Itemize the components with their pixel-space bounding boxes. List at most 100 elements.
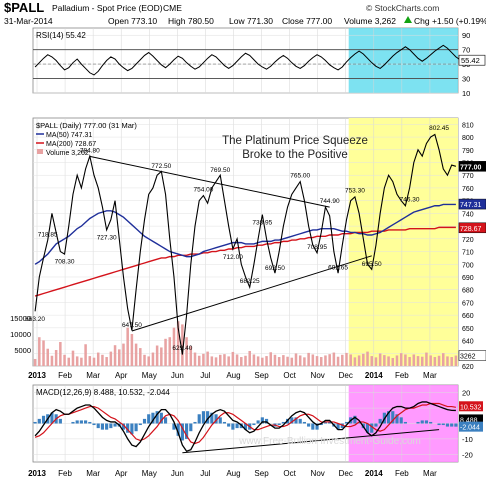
volume-bar xyxy=(399,353,403,366)
rsi-y-tick-label: 10 xyxy=(462,89,470,98)
volume-bar xyxy=(223,354,226,366)
chart-date: 31-Mar-2014 xyxy=(4,16,53,26)
price-line xyxy=(34,133,457,355)
macd-histogram-bar xyxy=(130,423,134,435)
volume-bar xyxy=(151,352,155,366)
price-x-tick-label: Mar xyxy=(423,371,437,380)
macd-histogram-bar xyxy=(58,418,62,424)
volume-bar xyxy=(109,351,113,366)
macd-legend: MACD(12,26,9) 8.488, 10.532, -2.044 xyxy=(36,388,170,397)
macd-histogram-bar xyxy=(243,423,248,430)
volume-bar xyxy=(118,349,121,366)
volume-bar xyxy=(88,356,92,366)
macd-histogram-bar xyxy=(222,421,227,424)
volume-bar xyxy=(63,354,66,366)
price-y-tick-label: 790 xyxy=(462,148,474,155)
macd-histogram-bar xyxy=(336,423,340,430)
price-x-tick-label: Nov xyxy=(311,371,325,380)
volume-y-tick-label: 15000 xyxy=(10,314,31,323)
macd-x-tick-label: Feb xyxy=(58,469,72,478)
ohlc-change: Chg +1.50 (+0.19%) xyxy=(414,16,486,26)
volume-bar xyxy=(366,351,369,366)
price-x-tick-label: 2014 xyxy=(365,371,383,380)
volume-bar xyxy=(420,356,424,366)
volume-bar xyxy=(147,356,150,366)
macd-histogram-bar xyxy=(252,423,256,426)
macd-histogram-bar xyxy=(399,417,403,424)
macd-axis-badge-label: -2.044 xyxy=(460,425,480,432)
volume-bar xyxy=(328,354,331,366)
price-x-tick-label: Oct xyxy=(283,371,296,380)
macd-histogram-bar xyxy=(311,423,315,430)
macd-histogram-bar xyxy=(71,421,75,424)
volume-bar xyxy=(54,350,58,366)
headline-line1: The Platinum Price Squeeze xyxy=(222,135,368,147)
volume-bar xyxy=(357,355,361,366)
price-y-tick-label: 800 xyxy=(462,135,474,142)
macd-line xyxy=(34,401,456,453)
macd-histogram-bar xyxy=(403,421,407,424)
triangle-up-icon xyxy=(404,16,412,23)
volume-bar xyxy=(277,357,281,366)
volume-bar xyxy=(92,357,96,366)
macd-histogram-bar xyxy=(105,423,109,430)
volume-bar xyxy=(315,356,319,366)
macd-histogram-bar xyxy=(445,423,450,427)
volume-bar xyxy=(324,355,327,366)
macd-histogram-bar xyxy=(298,418,302,424)
lower-trendline xyxy=(131,255,372,332)
price-point-label: 802.45 xyxy=(429,125,449,132)
macd-histogram-bar xyxy=(121,423,126,430)
price-axis-badge-label: 3262 xyxy=(460,354,476,361)
macd-histogram-bar xyxy=(189,423,193,432)
macd-histogram-bar xyxy=(416,421,420,424)
ohlc-low: Low 771.30 xyxy=(229,16,273,26)
price-legend-symbol: $PALL (Daily) 777.00 (31 Mar) xyxy=(36,121,137,130)
rsi-legend: RSI(14) 55.42 xyxy=(36,31,86,40)
volume-bar xyxy=(240,357,243,366)
macd-histogram-bar xyxy=(340,423,344,429)
macd-histogram-bar xyxy=(227,423,231,427)
volume-bar xyxy=(433,357,437,366)
volume-bar xyxy=(294,353,298,366)
upper-trendline xyxy=(89,155,330,208)
ohlc-high: High 780.50 xyxy=(168,16,214,26)
macd-histogram-bar xyxy=(386,411,391,424)
price-point-label: 727.30 xyxy=(97,235,117,242)
price-axis-badge-label: 777.00 xyxy=(460,164,482,171)
volume-bar xyxy=(256,356,260,366)
volume-bar xyxy=(122,343,125,366)
volume-bar xyxy=(50,355,54,366)
volume-bar xyxy=(67,357,71,366)
volume-bar xyxy=(189,346,193,366)
volume-bar xyxy=(282,355,285,366)
price-y-tick-label: 650 xyxy=(462,326,474,333)
ma200-legend: MA(200) 728.67 xyxy=(46,141,96,148)
volume-bar xyxy=(168,337,172,366)
price-point-label: 629.40 xyxy=(172,345,192,352)
volume-bar xyxy=(235,354,239,366)
volume-bar xyxy=(261,357,264,366)
macd-histogram-bar xyxy=(50,412,54,424)
rsi-y-tick-label: 30 xyxy=(462,75,470,84)
price-point-label: 647.50 xyxy=(122,322,142,329)
price-y-tick-label: 680 xyxy=(462,288,474,295)
volume-bar xyxy=(425,352,428,366)
macd-x-tick-label: Mar xyxy=(423,469,437,478)
volume-bar xyxy=(303,357,306,366)
macd-histogram-bar xyxy=(319,423,323,426)
macd-histogram-bar xyxy=(185,423,189,439)
volume-bar xyxy=(412,354,416,366)
volume-bar xyxy=(311,354,315,366)
volume-bar xyxy=(214,357,218,366)
volume-bar xyxy=(248,350,251,366)
macd-histogram-bar xyxy=(172,423,176,430)
ma50-legend: MA(50) 747.31 xyxy=(46,132,92,139)
volume-bar xyxy=(362,353,365,366)
volume-bar xyxy=(416,356,420,366)
macd-histogram-bar xyxy=(206,411,210,424)
macd-histogram-bar xyxy=(138,423,142,426)
volume-bar xyxy=(130,334,134,366)
rsi-y-tick-label: 90 xyxy=(462,31,470,40)
